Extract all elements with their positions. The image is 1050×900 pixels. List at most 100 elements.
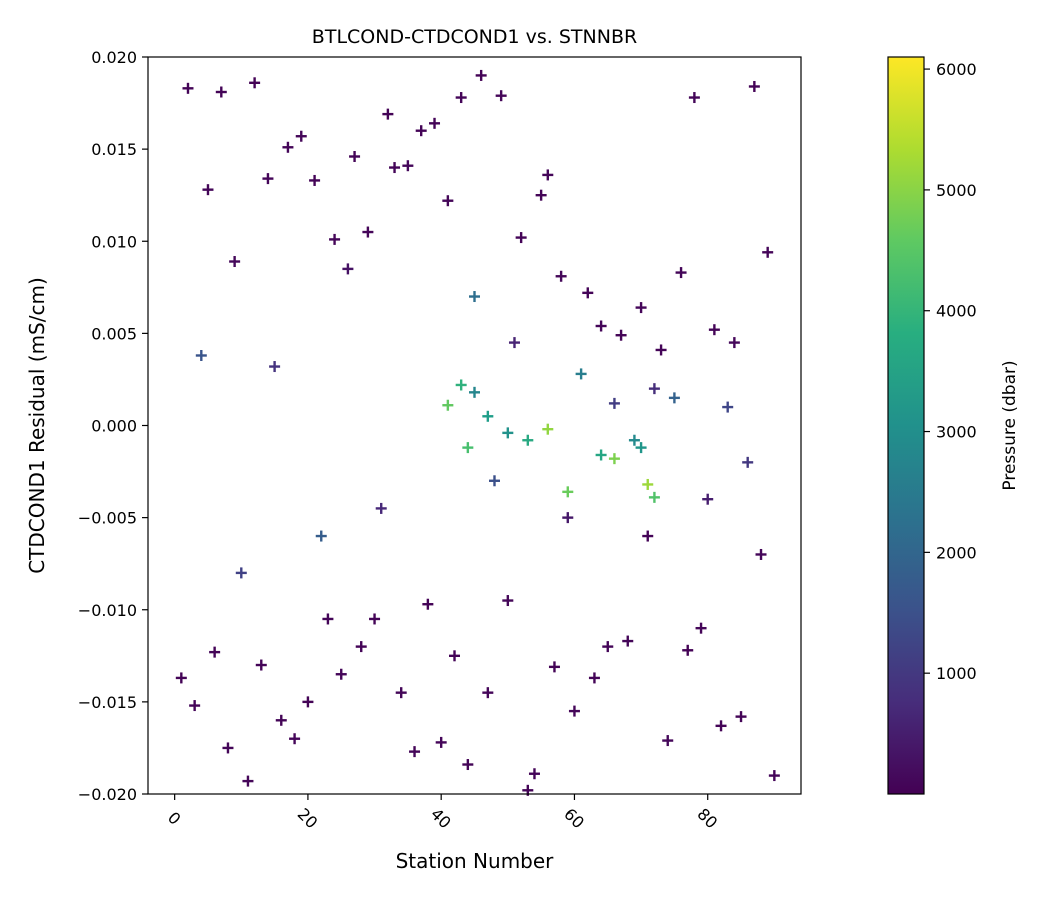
- x-tick-label: 0: [164, 808, 185, 829]
- data-point: [488, 475, 500, 487]
- colorbar: [887, 56, 925, 795]
- data-point: [462, 442, 474, 454]
- y-axis-label: CTDCOND1 Residual (mS/cm): [25, 277, 49, 574]
- data-point: [269, 361, 281, 373]
- data-point: [455, 379, 467, 391]
- data-point: [728, 337, 740, 349]
- chart-title: BTLCOND-CTDCOND1 vs. STNNBR: [312, 26, 637, 48]
- data-point: [735, 711, 747, 723]
- colorbar-tick-label: 3000: [936, 423, 977, 442]
- data-point: [342, 263, 354, 275]
- y-axis: −0.020 −0.015 −0.010 −0.005 0.000 0.005 0.010 0…: [78, 48, 148, 804]
- data-point: [302, 696, 314, 708]
- data-point: [289, 733, 301, 745]
- y-tick-label: −0.015: [78, 693, 137, 712]
- data-point: [395, 687, 407, 699]
- data-point: [562, 486, 574, 498]
- data-point: [588, 672, 600, 684]
- data-point: [442, 195, 454, 207]
- data-point: [582, 287, 594, 299]
- data-point: [522, 434, 534, 446]
- data-point: [675, 267, 687, 279]
- y-tick-label: 0.020: [91, 48, 137, 67]
- colorbar-tick-label: 1000: [936, 664, 977, 683]
- data-point: [322, 613, 334, 625]
- data-point: [602, 641, 614, 653]
- data-point: [702, 493, 714, 505]
- data-point: [495, 90, 507, 102]
- data-point: [415, 125, 427, 137]
- data-point: [595, 449, 607, 461]
- x-tick-label: 80: [693, 804, 721, 832]
- colorbar-tick-label: 4000: [936, 302, 977, 321]
- data-point: [542, 423, 554, 435]
- data-point: [615, 329, 627, 341]
- x-tick-label: 20: [294, 804, 322, 832]
- data-point: [635, 302, 647, 314]
- data-point: [762, 246, 774, 258]
- data-point: [622, 635, 634, 647]
- data-point: [695, 622, 707, 634]
- data-point: [708, 324, 720, 336]
- y-tick-label: 0.005: [91, 324, 137, 343]
- data-point: [315, 530, 327, 542]
- data-point: [182, 82, 194, 94]
- data-point: [215, 86, 227, 98]
- data-point: [748, 80, 760, 92]
- data-point: [528, 768, 540, 780]
- data-point: [449, 650, 461, 662]
- data-point: [462, 759, 474, 771]
- data-point: [195, 349, 207, 361]
- colorbar-label: Pressure (dbar): [1000, 360, 1020, 490]
- data-point: [548, 661, 560, 673]
- data-point: [722, 401, 734, 413]
- y-tick-label: 0.010: [91, 232, 137, 251]
- data-point: [475, 69, 487, 81]
- data-point: [275, 714, 287, 726]
- data-point: [209, 646, 221, 658]
- data-point: [655, 344, 667, 356]
- data-point: [375, 502, 387, 514]
- data-point: [642, 530, 654, 542]
- data-point: [402, 160, 414, 172]
- data-point: [648, 491, 660, 503]
- data-point: [682, 644, 694, 656]
- data-point: [482, 687, 494, 699]
- data-point: [715, 720, 727, 732]
- data-point: [755, 548, 767, 560]
- y-tick-label: −0.010: [78, 601, 137, 620]
- colorbar-tick-label: 5000: [936, 181, 977, 200]
- plot-frame: [147, 56, 802, 795]
- data-point: [648, 383, 660, 395]
- data-point: [562, 512, 574, 524]
- data-point: [189, 700, 201, 712]
- data-point: [349, 150, 361, 162]
- data-point: [482, 410, 494, 422]
- x-axis: 0 20 40 60 80: [164, 794, 721, 832]
- data-point: [635, 442, 647, 454]
- data-point: [262, 173, 274, 185]
- data-point: [389, 162, 401, 174]
- y-tick-label: −0.005: [78, 509, 137, 528]
- data-point: [628, 434, 640, 446]
- x-axis-label: Station Number: [396, 849, 555, 873]
- data-point: [688, 92, 700, 104]
- data-point: [282, 141, 294, 153]
- data-point: [235, 567, 247, 579]
- data-point: [502, 427, 514, 439]
- x-tick-label: 60: [560, 804, 588, 832]
- data-point: [249, 77, 261, 89]
- data-point: [222, 742, 234, 754]
- data-point: [435, 736, 447, 748]
- data-point: [295, 130, 307, 142]
- data-point: [429, 117, 441, 129]
- data-point: [642, 478, 654, 490]
- data-point: [335, 668, 347, 680]
- y-tick-label: −0.020: [78, 785, 137, 804]
- data-point: [329, 233, 341, 245]
- x-tick-label: 40: [427, 804, 455, 832]
- data-point: [508, 337, 520, 349]
- data-point: [469, 386, 480, 398]
- data-point: [542, 169, 554, 181]
